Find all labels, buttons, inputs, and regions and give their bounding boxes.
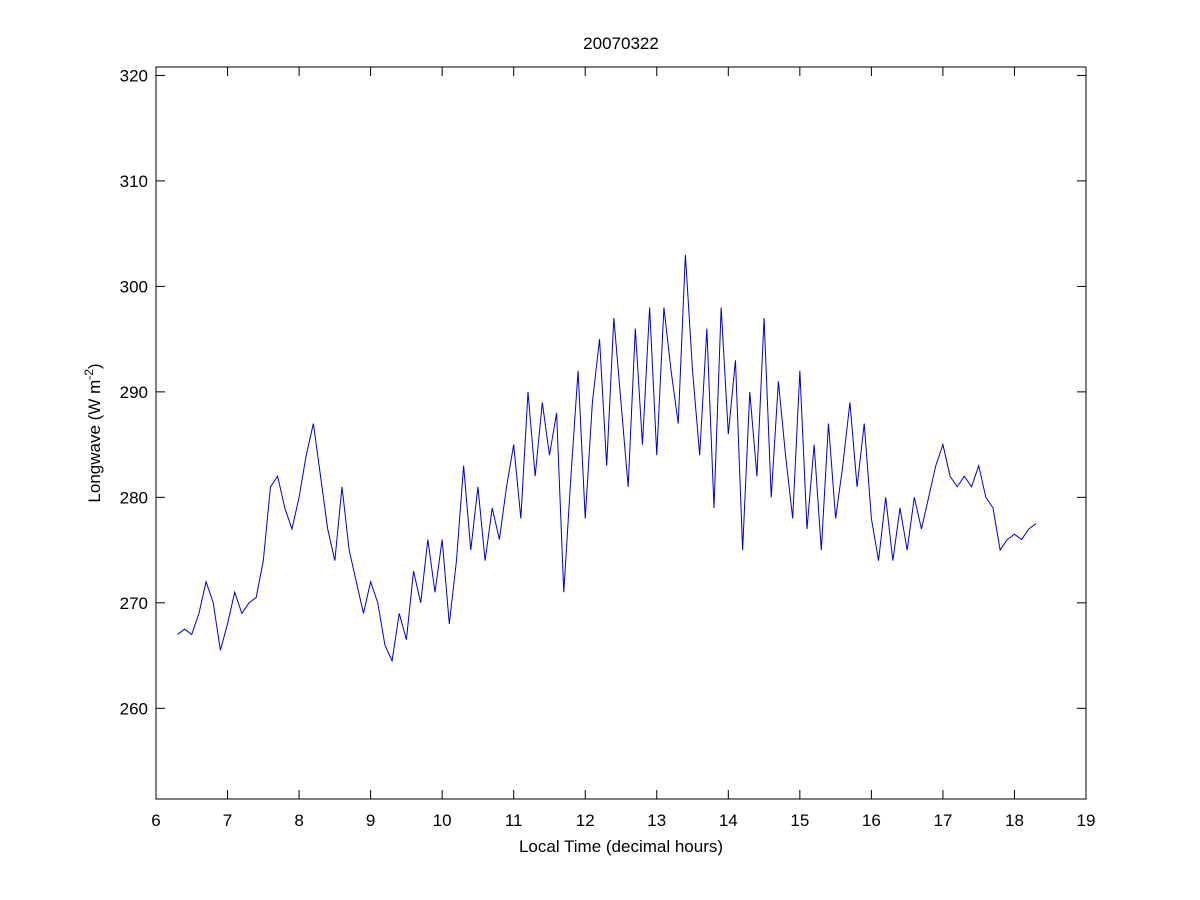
- y-axis-label-suffix: ): [85, 363, 104, 369]
- x-axis-label: Local Time (decimal hours): [519, 837, 723, 856]
- x-tick-label: 16: [862, 811, 881, 830]
- x-tick-label: 6: [151, 811, 160, 830]
- x-tick-label: 11: [505, 811, 523, 830]
- y-tick-label: 290: [120, 383, 148, 402]
- plot-area: [155, 66, 1087, 800]
- chart-title: 20070322: [583, 34, 659, 53]
- y-tick-label: 260: [120, 699, 148, 718]
- y-axis-label-superscript: -2: [82, 369, 96, 380]
- y-axis-label: Longwave (W m-2): [82, 363, 104, 502]
- x-tick-label: 15: [790, 811, 809, 830]
- y-axis-label-text: Longwave (W m: [85, 380, 104, 503]
- x-tick-label: 14: [719, 811, 738, 830]
- y-tick-label: 320: [120, 66, 148, 85]
- data-line: [177, 254, 1037, 663]
- y-tick-label: 310: [120, 172, 148, 191]
- y-tick-label: 280: [120, 488, 148, 507]
- x-tick-label: 12: [576, 811, 595, 830]
- x-tick-label: 19: [1077, 811, 1096, 830]
- y-tick-label: 300: [120, 277, 148, 296]
- x-tick-label: 13: [647, 811, 666, 830]
- x-tick-label: 8: [294, 811, 303, 830]
- x-tick-label: 10: [433, 811, 452, 830]
- y-tick-label: 270: [120, 594, 148, 613]
- x-tick-label: 17: [933, 811, 952, 830]
- x-tick-label: 7: [223, 811, 232, 830]
- x-tick-label: 9: [366, 811, 375, 830]
- x-tick-label: 18: [1005, 811, 1024, 830]
